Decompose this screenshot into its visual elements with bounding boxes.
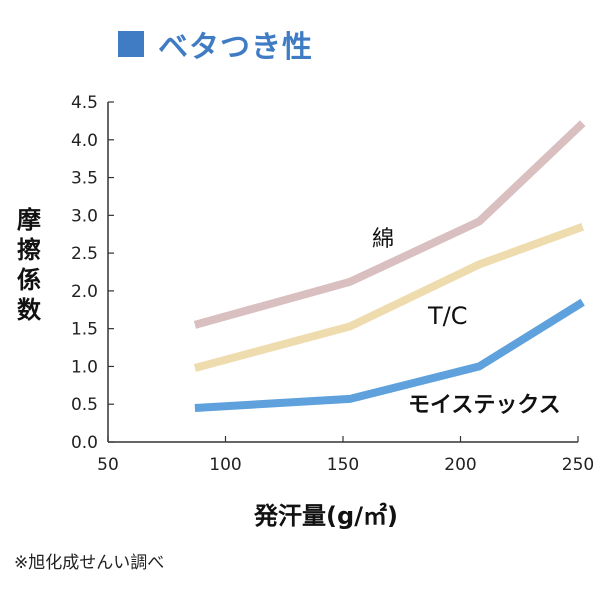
- y-tick-label: 3.0: [71, 206, 98, 226]
- chart-title-text: ベタつき性: [158, 30, 313, 65]
- series-labels: 綿 T/C モイステックス: [372, 227, 561, 418]
- x-tick-label: 150: [327, 455, 359, 475]
- series-line-tc: [193, 222, 585, 372]
- y-tick-label: 2.5: [71, 244, 98, 264]
- title-square-icon: [118, 31, 144, 57]
- x-tick-label: 100: [209, 455, 241, 475]
- axes: 0.0 0.5 1.0 1.5 2.0 2.5 3.0 3.5 4.0 4.5 50 100 150 20…: [71, 93, 594, 475]
- chart-title: ベタつき性: [118, 24, 313, 65]
- series-label-cotton: 綿: [372, 227, 394, 252]
- x-tick-label: 250: [562, 455, 594, 475]
- series-lines: [193, 120, 586, 412]
- series-label-moistex: モイステックス: [408, 393, 561, 418]
- x-tick-label: 50: [97, 455, 119, 475]
- x-tick-label: 200: [444, 455, 476, 475]
- y-tick-label: 4.0: [71, 131, 98, 151]
- series-label-tc: T/C: [427, 302, 468, 330]
- source-note: ※旭化成せんい調べ: [14, 553, 165, 573]
- y-tick-label: 3.5: [71, 169, 98, 189]
- series-line-cotton: [193, 120, 586, 329]
- y-tick-label: 4.5: [71, 93, 98, 113]
- series-line-moistex: [194, 298, 585, 412]
- x-axis-label: 発汗量(g/㎡): [254, 502, 398, 530]
- y-tick-label: 2.0: [71, 282, 98, 302]
- y-tick-label: 0.5: [71, 395, 98, 415]
- y-tick-label: 0.0: [71, 433, 98, 453]
- y-axis-label: 摩擦係数: [17, 206, 41, 324]
- y-tick-label: 1.5: [71, 320, 98, 340]
- y-tick-label: 1.0: [71, 357, 98, 377]
